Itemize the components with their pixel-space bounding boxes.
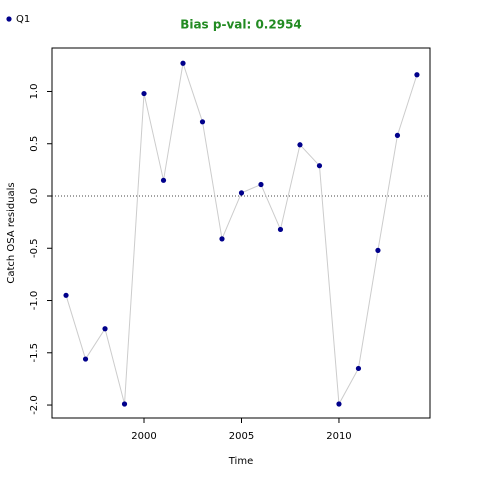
point xyxy=(160,177,167,183)
point xyxy=(316,163,323,169)
point xyxy=(336,401,342,407)
point xyxy=(199,119,206,125)
series-line xyxy=(65,63,418,406)
point xyxy=(258,181,264,188)
point xyxy=(238,190,245,196)
y-tick-label: 0.5 xyxy=(29,136,40,152)
point xyxy=(141,90,147,97)
legend-marker xyxy=(6,16,12,22)
point xyxy=(121,401,128,407)
y-tick-label: -0.5 xyxy=(29,239,40,259)
x-tick-label: 2005 xyxy=(229,431,254,442)
point xyxy=(414,72,420,78)
y-tick-label: 1.0 xyxy=(29,84,40,100)
y-tick-label: -2.0 xyxy=(29,395,40,415)
y-tick-label: -1.5 xyxy=(29,343,40,363)
legend-label: Q1 xyxy=(16,14,30,25)
point xyxy=(375,247,381,253)
chart-title: Bias p-val: 0.2954 xyxy=(180,18,302,32)
point xyxy=(394,132,401,138)
x-tick-label: 2000 xyxy=(131,431,156,442)
point xyxy=(102,326,108,332)
y-axis-label: Catch OSA residuals xyxy=(6,182,17,283)
y-tick-label: -1.0 xyxy=(29,291,40,311)
y-tick-label: 0.0 xyxy=(29,188,40,204)
point xyxy=(82,356,89,362)
x-tick-label: 2010 xyxy=(326,431,351,442)
point xyxy=(277,226,284,233)
point xyxy=(355,365,362,372)
point xyxy=(219,236,225,242)
point xyxy=(297,142,303,148)
x-axis-label: Time xyxy=(228,456,253,467)
point xyxy=(63,292,69,298)
plot-frame xyxy=(51,47,431,419)
point xyxy=(180,60,186,66)
